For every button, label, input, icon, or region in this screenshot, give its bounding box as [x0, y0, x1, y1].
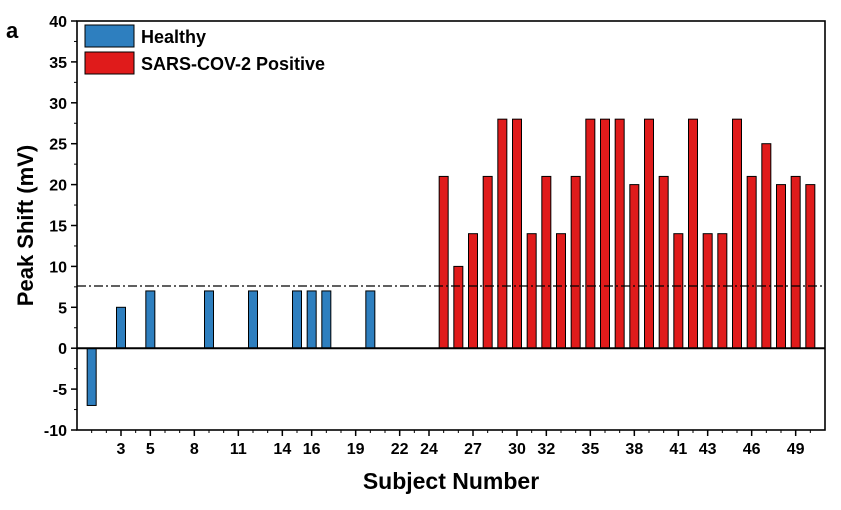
bar: [365, 290, 376, 349]
bar: [468, 233, 478, 349]
bar: [629, 184, 640, 349]
y-tick-label: 15: [49, 219, 67, 236]
x-tick-label: 8: [190, 441, 199, 458]
bar: [746, 175, 757, 349]
y-tick-label: 25: [49, 137, 67, 154]
bar: [702, 233, 713, 349]
x-tick-label: 43: [699, 441, 717, 458]
bar: [732, 118, 742, 349]
x-tick-label: 27: [464, 441, 482, 458]
x-tick-label: 19: [347, 441, 365, 458]
bar: [526, 233, 537, 349]
x-tick-label: 49: [787, 441, 805, 458]
bar: [497, 118, 508, 349]
legend-swatch: [84, 51, 135, 75]
bar: [600, 118, 610, 349]
bar: [438, 175, 449, 349]
y-axis-title: Peak Shift (mV): [13, 145, 38, 306]
legend-label: SARS-COV-2 Positive: [141, 54, 325, 74]
plot-frame: [76, 20, 826, 431]
bar: [204, 290, 214, 349]
y-tick-label: 35: [49, 55, 67, 72]
bar: [248, 290, 258, 349]
x-tick-label: 16: [303, 441, 321, 458]
y-tick-label: -10: [44, 423, 67, 440]
bar: [805, 184, 816, 349]
x-tick-label: 32: [537, 441, 555, 458]
y-tick-label: 5: [58, 300, 67, 317]
bar: [86, 347, 97, 406]
bar: [453, 265, 464, 349]
legend-swatch: [84, 24, 135, 48]
x-tick-label: 14: [273, 441, 291, 458]
x-tick-label: 41: [669, 441, 687, 458]
bar: [570, 175, 581, 349]
x-tick-label: 3: [117, 441, 126, 458]
x-tick-label: 24: [420, 441, 438, 458]
legend: Healthy SARS-COV-2 Positive: [84, 24, 325, 75]
bar: [512, 118, 522, 349]
x-axis-title: Subject Number: [363, 468, 539, 494]
bar: [776, 184, 786, 349]
bar: [541, 175, 552, 349]
y-tick-label: -5: [53, 382, 67, 399]
bar: [717, 233, 728, 349]
bar: [292, 290, 302, 349]
bar: [673, 233, 684, 349]
x-tick-label: 11: [230, 441, 247, 458]
y-tick-label: 10: [49, 259, 67, 276]
x-tick-label: 46: [743, 441, 761, 458]
series-sars-cov-2-positive: [438, 118, 816, 349]
x-tick-label: 30: [508, 441, 526, 458]
y-tick-label: 30: [49, 96, 67, 113]
bar: [614, 118, 625, 349]
bar: [145, 290, 156, 349]
bar: [761, 143, 772, 349]
y-tick-label: 20: [49, 178, 67, 195]
x-tick-label: 5: [146, 441, 155, 458]
y-tick-label: 40: [49, 14, 67, 31]
bar: [585, 118, 596, 349]
bar: [116, 306, 126, 349]
series-healthy: [86, 290, 376, 406]
bars-layer: [86, 118, 816, 406]
bar: [306, 290, 317, 349]
x-tick-label: 38: [625, 441, 643, 458]
x-tick-label: 35: [581, 441, 599, 458]
bar: [790, 175, 801, 349]
panel-label: a: [6, 18, 19, 43]
legend-label: Healthy: [141, 27, 206, 47]
x-tick-label: 22: [391, 441, 409, 458]
bar: [321, 290, 332, 349]
bar: [482, 175, 493, 349]
bar: [688, 118, 698, 349]
bar: [556, 233, 566, 349]
bar: [644, 118, 654, 349]
y-tick-label: 0: [58, 341, 67, 358]
bar: [658, 175, 669, 349]
